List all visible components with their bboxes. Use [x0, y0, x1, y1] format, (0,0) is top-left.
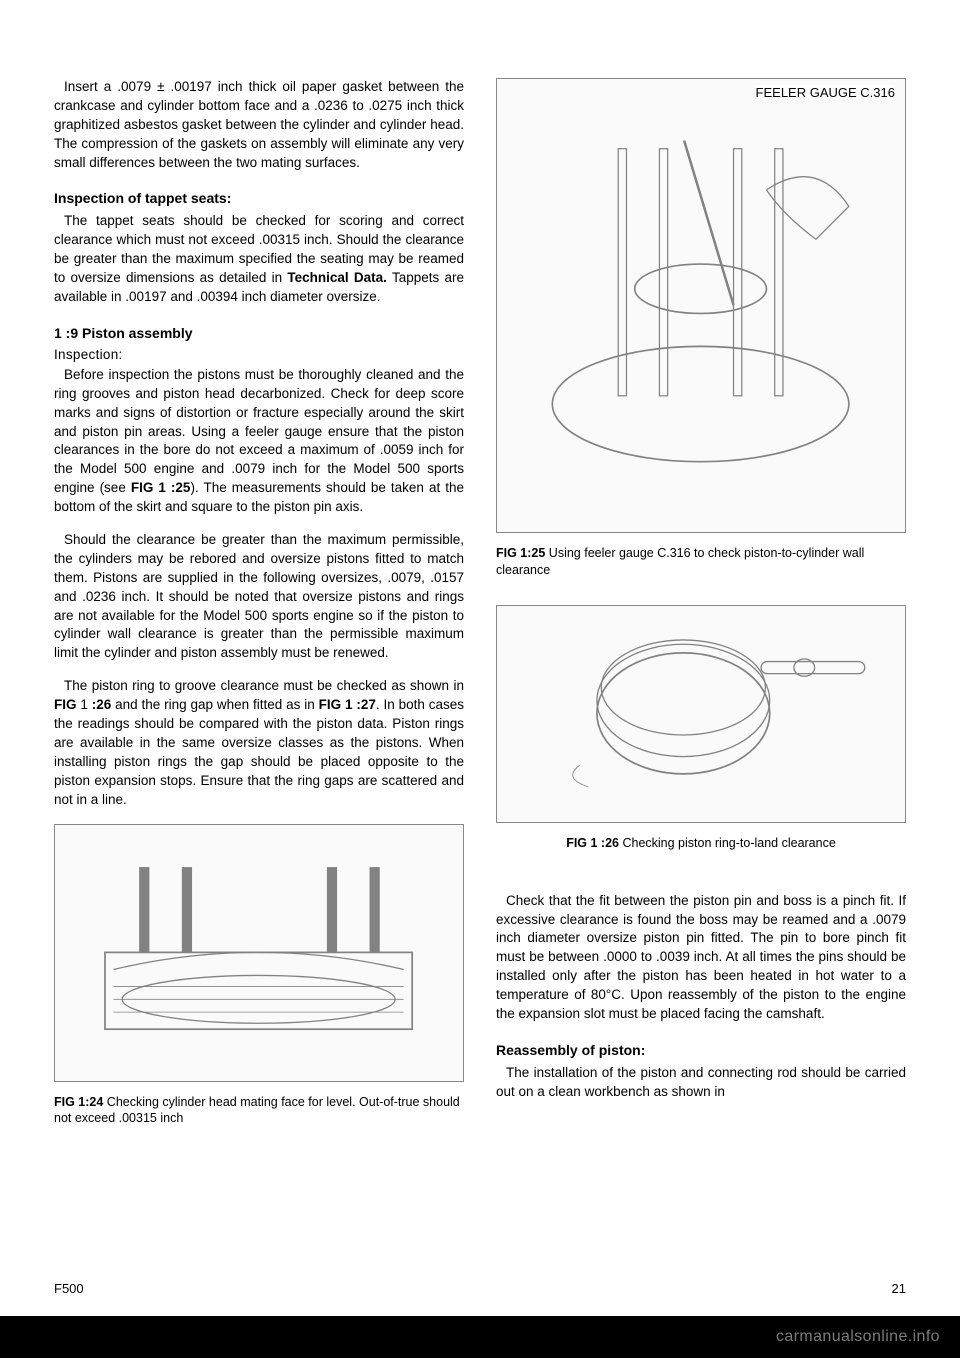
fig25-caption: FIG 1:25 Using feeler gauge C.316 to che…: [496, 545, 906, 579]
technical-data-bold: Technical Data.: [287, 270, 387, 285]
ring-b: and the ring gap when fitted as in: [111, 697, 318, 712]
fig24-caption: FIG 1:24 Checking cylinder head mating f…: [54, 1094, 464, 1128]
subheading-inspection: Inspection:: [54, 347, 464, 362]
ring-c: . In both cases the readings should be c…: [54, 697, 464, 806]
para-oversize: Should the clearance be greater than the…: [54, 531, 464, 663]
figure-1-26-image: [496, 605, 906, 823]
fig24-ref: FIG 1:24: [54, 1095, 103, 1109]
para-pinch-fit: Check that the fit between the piston pi…: [496, 892, 906, 1024]
page-footer: F500 21: [54, 1281, 906, 1296]
fig26-ref: FIG 1 :26: [566, 836, 619, 850]
para-piston-inspect: Before inspection the pistons must be th…: [54, 366, 464, 517]
figure-1-24: [54, 824, 464, 1082]
left-column: Insert a .0079 ± .00197 inch thick oil p…: [54, 78, 464, 1261]
para-tappet: The tappet seats should be checked for s…: [54, 212, 464, 306]
feeler-gauge-label: FEELER GAUGE C.316: [756, 85, 895, 100]
para-gasket: Insert a .0079 ± .00197 inch thick oil p…: [54, 78, 464, 172]
manual-page: Insert a .0079 ± .00197 inch thick oil p…: [0, 0, 960, 1316]
heading-reassembly: Reassembly of piston:: [496, 1042, 906, 1058]
ring-fig27: FIG 1 :27: [319, 697, 376, 712]
para-reassembly: The installation of the piston and conne…: [496, 1064, 906, 1102]
ring-mid1: 1: [77, 697, 92, 712]
ring-26: :26: [92, 697, 112, 712]
para-ring-clearance: The piston ring to groove clearance must…: [54, 677, 464, 809]
fig25-text: Using feeler gauge C.316 to check piston…: [496, 546, 864, 577]
ring-fig: FIG: [54, 697, 77, 712]
fig26-caption: FIG 1 :26 Checking piston ring-to-land c…: [496, 835, 906, 852]
figure-1-25-image: FEELER GAUGE C.316: [496, 78, 906, 533]
cylinder-head-illustration: [75, 850, 442, 1055]
fig24-text: Checking cylinder head mating face for l…: [54, 1095, 460, 1126]
figure-1-26: [496, 605, 906, 823]
right-column: FEELER GAUGE C.316 FIG 1:25 Using feeler: [496, 78, 906, 1261]
figure-1-24-image: [54, 824, 464, 1082]
heading-tappet-seats: Inspection of tappet seats:: [54, 190, 464, 206]
ring-a: The piston ring to groove clearance must…: [64, 678, 464, 693]
fig26-text: Checking piston ring-to-land clearance: [619, 836, 836, 850]
footer-right: 21: [892, 1281, 906, 1296]
para-piston-a: Before inspection the pistons must be th…: [54, 367, 464, 495]
fig25-ref: FIG 1:25: [496, 546, 545, 560]
fig125-ref: FIG 1 :25: [131, 480, 191, 495]
piston-ring-illustration: [517, 627, 884, 800]
feeler-gauge-illustration: [517, 124, 884, 486]
footer-left: F500: [54, 1281, 84, 1296]
watermark: carmanualsonline.info: [776, 1328, 940, 1346]
figure-1-25: FEELER GAUGE C.316: [496, 78, 906, 533]
heading-piston-assembly: 1 :9 Piston assembly: [54, 325, 464, 341]
